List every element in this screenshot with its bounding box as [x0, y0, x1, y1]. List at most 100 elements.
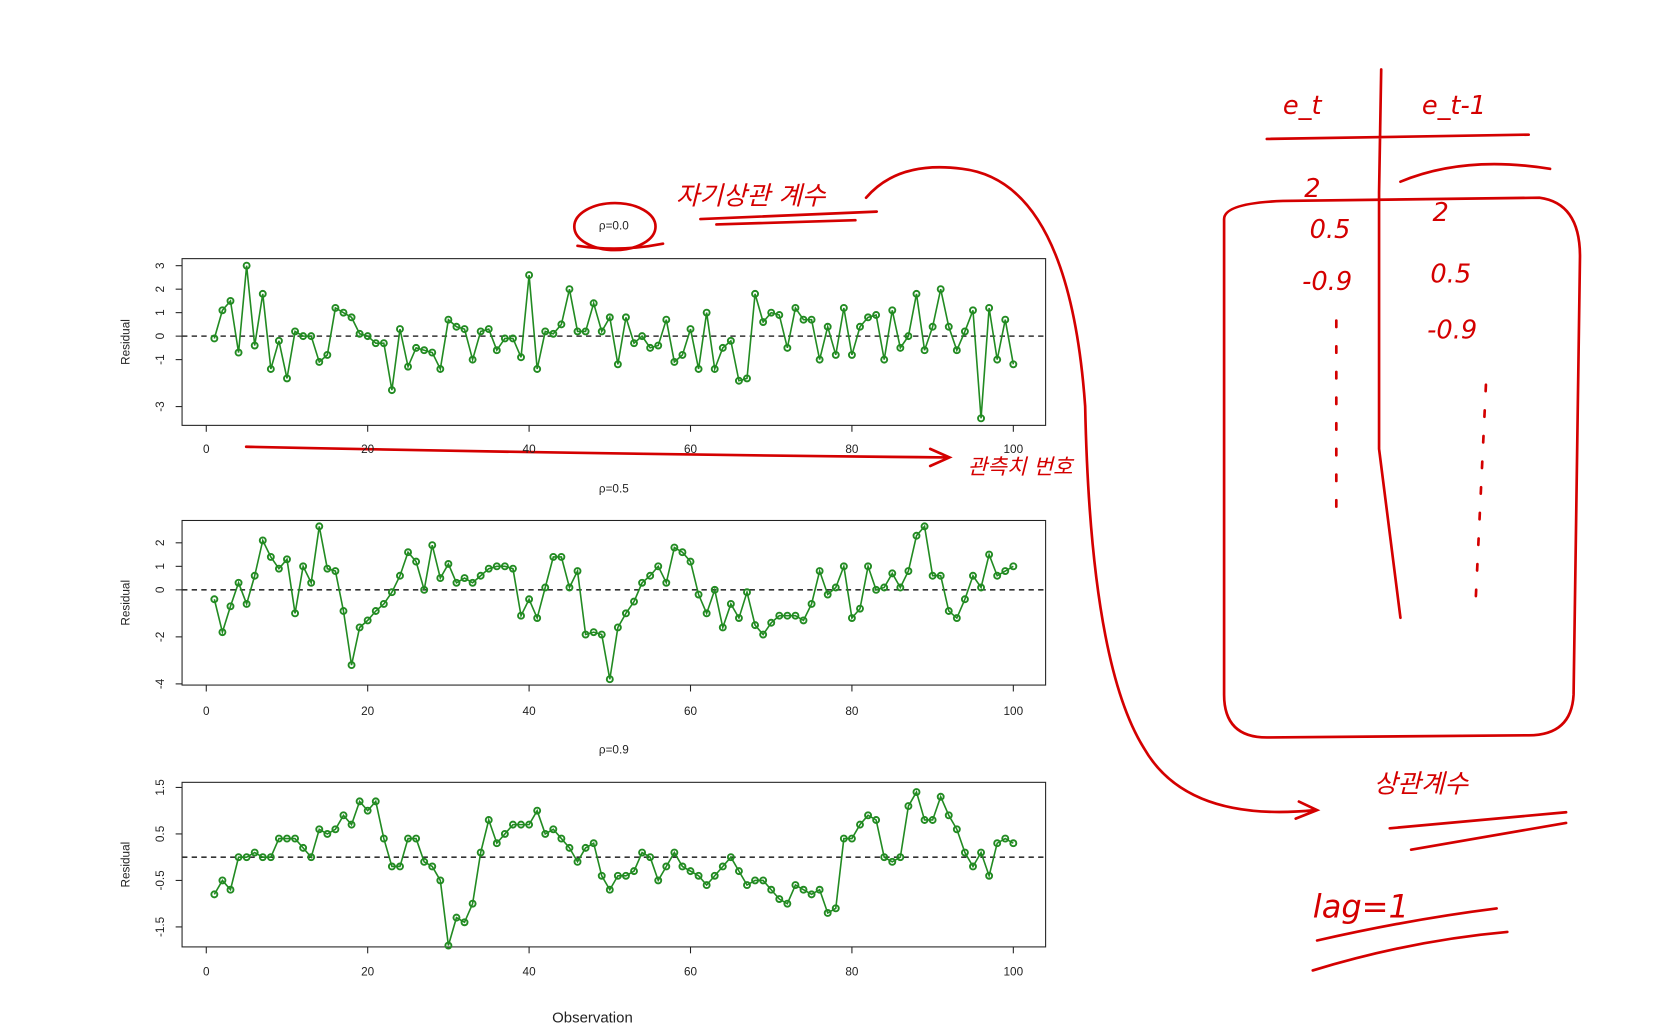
point — [985, 871, 994, 880]
point — [823, 909, 832, 917]
point — [960, 848, 969, 857]
point — [509, 334, 517, 343]
point — [428, 862, 437, 871]
point — [678, 548, 687, 557]
point — [299, 332, 308, 341]
point — [726, 599, 735, 608]
point — [694, 365, 703, 373]
point — [1001, 834, 1010, 843]
point — [517, 820, 525, 829]
point — [242, 853, 251, 862]
chart-title: ρ=0.9 — [599, 743, 629, 756]
point — [597, 327, 606, 336]
point — [621, 313, 630, 322]
point — [404, 548, 412, 557]
point — [856, 322, 864, 331]
note: lag=1 — [1313, 887, 1409, 925]
point — [888, 857, 897, 866]
point — [815, 885, 824, 894]
point — [210, 595, 219, 604]
point — [218, 876, 227, 885]
point — [856, 820, 864, 829]
point — [500, 334, 509, 343]
point — [904, 332, 913, 341]
x-tick-label: 40 — [523, 966, 537, 979]
handwriting: 자기상관 계수 관측치 번호 e_t e_t-1 2 0.5 -0.9 2 0.… — [244, 68, 1582, 972]
point — [621, 871, 630, 880]
point — [864, 562, 873, 571]
point — [420, 346, 429, 355]
point — [274, 834, 283, 843]
point — [283, 374, 291, 383]
point — [872, 816, 881, 824]
point — [726, 336, 735, 345]
point — [944, 322, 953, 331]
point — [815, 567, 824, 575]
series-line — [213, 790, 1014, 946]
point — [476, 327, 485, 336]
point — [880, 355, 889, 364]
point — [888, 306, 897, 315]
table-cell: 2 — [1433, 198, 1449, 228]
point — [952, 346, 961, 355]
point — [299, 843, 308, 852]
point — [533, 365, 542, 373]
point — [565, 843, 574, 852]
y-tick-label: 2 — [154, 540, 167, 547]
point — [283, 555, 291, 564]
point — [702, 881, 711, 890]
point — [541, 583, 550, 592]
point — [1009, 360, 1018, 369]
point — [977, 414, 986, 423]
point — [791, 611, 800, 620]
point — [912, 289, 921, 298]
point — [993, 839, 1002, 848]
x-tick-label: 20 — [361, 443, 375, 456]
point — [291, 327, 300, 336]
underline — [1311, 907, 1509, 972]
note: 상관계수 — [1374, 770, 1470, 800]
point — [759, 318, 768, 326]
point — [775, 611, 784, 620]
point — [839, 303, 848, 312]
point — [323, 350, 332, 359]
point — [985, 303, 994, 312]
point — [743, 588, 751, 597]
point — [315, 358, 324, 366]
point — [823, 590, 832, 599]
point — [533, 806, 542, 815]
point — [646, 571, 655, 580]
point — [428, 348, 437, 357]
y-tick-label: 0.5 — [154, 825, 167, 842]
point — [912, 531, 921, 540]
table-cell: 0.5 — [1310, 215, 1351, 245]
x-tick-label: 20 — [361, 705, 375, 718]
table-cell: 0.5 — [1430, 260, 1471, 290]
point — [500, 562, 509, 571]
point — [613, 360, 622, 369]
point — [920, 346, 929, 355]
point — [928, 816, 937, 824]
note: 자기상관 계수 — [676, 182, 827, 212]
point — [872, 585, 881, 594]
x-tick-label: 100 — [1004, 705, 1024, 718]
point — [323, 564, 332, 573]
point — [605, 675, 614, 684]
point — [242, 599, 251, 608]
point — [436, 876, 445, 885]
point — [573, 327, 582, 336]
point — [234, 578, 243, 587]
point — [928, 322, 937, 331]
series-line — [213, 265, 1015, 419]
point — [831, 904, 840, 913]
point — [509, 820, 517, 829]
table-header: e_t — [1283, 91, 1323, 121]
point — [686, 325, 695, 334]
point — [734, 614, 743, 623]
point — [525, 595, 534, 604]
point — [904, 567, 913, 575]
point — [630, 597, 638, 606]
point — [234, 853, 243, 862]
point — [525, 271, 534, 280]
